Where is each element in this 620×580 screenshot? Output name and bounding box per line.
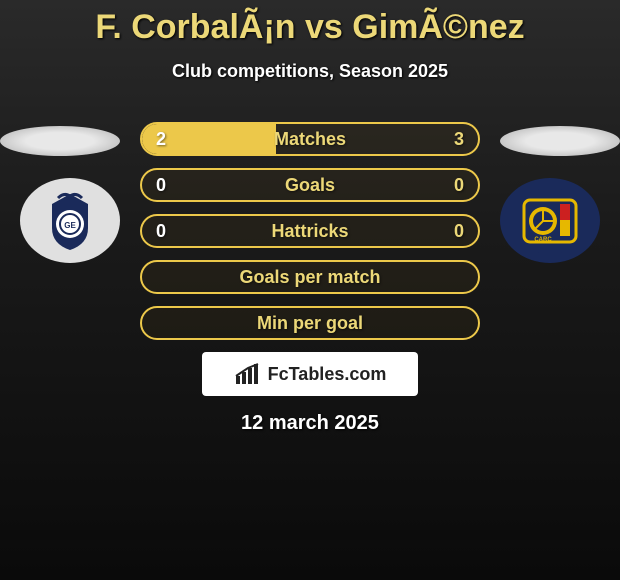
date-text: 12 march 2025 [140, 412, 480, 435]
stat-label: Goals [285, 175, 335, 196]
crest-right-icon: CARC [510, 186, 590, 256]
stat-value-right: 0 [454, 221, 464, 242]
stats-container: 2 Matches 3 0 Goals 0 0 Hattricks 0 Goal… [140, 122, 480, 435]
chart-icon [234, 362, 262, 386]
branding-badge[interactable]: FcTables.com [202, 352, 418, 396]
stat-row-hattricks: 0 Hattricks 0 [140, 214, 480, 248]
stat-value-right: 3 [454, 129, 464, 150]
team-crest-right: CARC [500, 178, 600, 263]
stat-label: Goals per match [239, 267, 380, 288]
branding-text: FcTables.com [268, 364, 387, 385]
player-left-ellipse [0, 126, 120, 156]
stat-row-matches: 2 Matches 3 [140, 122, 480, 156]
stat-label: Min per goal [257, 313, 363, 334]
svg-text:GE: GE [64, 221, 76, 230]
subtitle: Club competitions, Season 2025 [0, 61, 620, 82]
team-crest-left: GE [20, 178, 120, 263]
stat-label: Matches [274, 129, 346, 150]
stat-label: Hattricks [271, 221, 348, 242]
stat-value-left: 2 [156, 129, 166, 150]
stat-row-min-per-goal: Min per goal [140, 306, 480, 340]
stat-row-goals-per-match: Goals per match [140, 260, 480, 294]
page-title: F. CorbalÃ¡n vs GimÃ©nez [0, 0, 620, 47]
stat-value-right: 0 [454, 175, 464, 196]
svg-text:CARC: CARC [534, 237, 552, 243]
player-right-ellipse [500, 126, 620, 156]
stat-row-goals: 0 Goals 0 [140, 168, 480, 202]
stat-value-left: 0 [156, 221, 166, 242]
stat-value-left: 0 [156, 175, 166, 196]
crest-left-icon: GE [30, 186, 110, 256]
